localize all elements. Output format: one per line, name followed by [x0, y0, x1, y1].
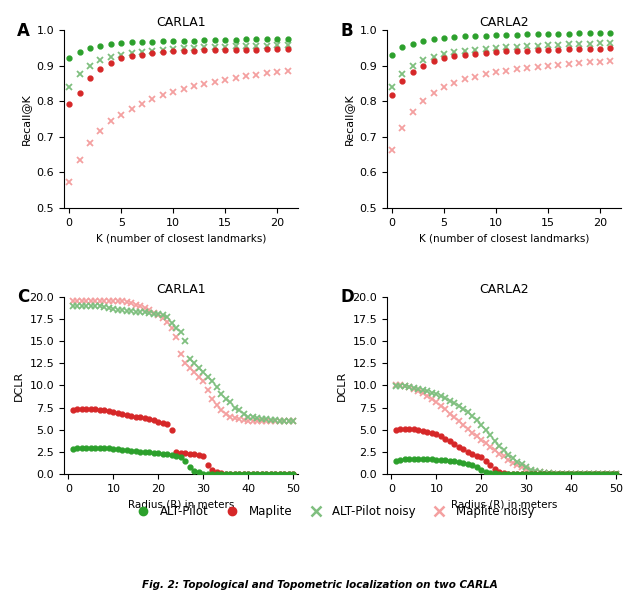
X-axis label: K (number of closest landmarks): K (number of closest landmarks)	[96, 233, 266, 243]
Title: CARLA2: CARLA2	[479, 16, 529, 29]
Text: A: A	[17, 21, 30, 40]
Title: CARLA1: CARLA1	[156, 283, 206, 295]
Text: B: B	[340, 21, 353, 40]
Title: CARLA1: CARLA1	[156, 16, 206, 29]
X-axis label: K (number of closest landmarks): K (number of closest landmarks)	[419, 233, 589, 243]
Text: D: D	[340, 288, 354, 306]
X-axis label: Radius (R) in meters: Radius (R) in meters	[128, 500, 234, 510]
Y-axis label: Recall@K: Recall@K	[21, 93, 31, 145]
Text: Fig. 2: Topological and Topometric localization on two CARLA: Fig. 2: Topological and Topometric local…	[142, 580, 498, 590]
X-axis label: Radius (R) in meters: Radius (R) in meters	[451, 500, 557, 510]
Y-axis label: DCLR: DCLR	[14, 370, 24, 401]
Legend: ALT-Pilot, Maplite, ALT-Pilot noisy, Maplite noisy: ALT-Pilot, Maplite, ALT-Pilot noisy, Map…	[127, 500, 539, 523]
Text: C: C	[17, 288, 29, 306]
Title: CARLA2: CARLA2	[479, 283, 529, 295]
Y-axis label: Recall@K: Recall@K	[344, 93, 354, 145]
Y-axis label: DCLR: DCLR	[337, 370, 347, 401]
